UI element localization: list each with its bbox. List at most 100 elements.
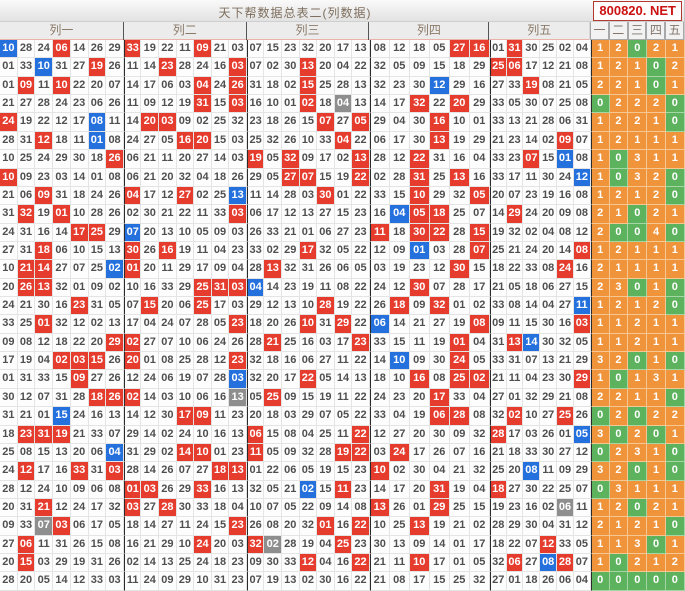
count-cell: 1	[647, 517, 666, 536]
number-cell: 28	[540, 113, 558, 132]
number-cell: 19	[53, 425, 71, 444]
number-cell: 26	[573, 407, 591, 426]
number-cell: 05	[194, 223, 212, 242]
number-cell: 03	[523, 425, 541, 444]
number-cell: 32	[246, 370, 265, 389]
count-header-5: 五	[665, 22, 684, 40]
number-cell: 06	[334, 260, 353, 279]
number-cell: 32	[489, 554, 507, 573]
count-cell: 1	[609, 333, 629, 353]
count-cell: 1	[590, 535, 610, 555]
number-cell: 21	[281, 223, 300, 242]
number-cell: 19	[489, 498, 507, 518]
number-cell: 26	[389, 498, 410, 518]
number-cell: 17	[123, 315, 142, 334]
number-cell: 09	[557, 205, 574, 224]
number-cell: 23	[352, 535, 370, 555]
number-cell: 10	[176, 535, 195, 555]
number-cell: 05	[506, 278, 524, 298]
number-cell: 24	[0, 223, 18, 242]
number-cell: 05	[264, 168, 282, 187]
number-cell: 04	[389, 407, 410, 426]
number-cell: 03	[229, 535, 247, 555]
number-cell: 06	[70, 517, 89, 536]
number-cell: 24	[141, 370, 160, 389]
number-cell: 12	[264, 297, 282, 316]
number-cell: 16	[557, 315, 574, 334]
number-cell: 15	[429, 572, 450, 591]
number-cell: 11	[369, 223, 390, 242]
number-cell: 21	[557, 352, 574, 371]
number-cell: 09	[449, 425, 470, 444]
number-cell: 31	[88, 462, 107, 481]
number-cell: 09	[0, 333, 18, 353]
number-cell: 25	[88, 260, 107, 279]
number-cell: 30	[159, 407, 177, 426]
number-cell: 16	[53, 297, 71, 316]
number-cell: 23	[35, 168, 54, 187]
number-cell: 21	[35, 498, 54, 518]
number-cell: 30	[35, 297, 54, 316]
count-cell: 2	[628, 113, 648, 132]
number-cell: 13	[506, 333, 524, 353]
number-cell: 29	[53, 150, 71, 169]
count-cell: 1	[628, 388, 648, 408]
number-cell: 10	[70, 241, 89, 261]
number-cell: 17	[409, 443, 430, 463]
number-cell: 02	[53, 352, 71, 371]
number-cell: 12	[540, 58, 558, 77]
title-bar: 天下帮数据总表二(列数据) 800820. NET	[0, 0, 684, 22]
number-cell: 21	[17, 407, 36, 426]
group-header-2: 列二	[124, 22, 247, 40]
count-cell: 2	[628, 95, 648, 114]
number-cell: 19	[141, 40, 160, 59]
number-cell: 07	[106, 425, 124, 444]
number-cell: 10	[53, 480, 71, 499]
number-cell: 02	[159, 425, 177, 444]
number-cell: 26	[106, 150, 124, 169]
number-cell: 17	[506, 168, 524, 187]
count-cell: 1	[590, 333, 610, 353]
count-header-4: 四	[646, 22, 666, 40]
number-cell: 26	[369, 297, 390, 316]
number-cell: 28	[0, 572, 18, 591]
number-cell: 28	[489, 425, 507, 444]
number-cell: 19	[246, 150, 265, 169]
number-cell: 14	[141, 425, 160, 444]
number-cell: 26	[229, 76, 247, 96]
count-cell: 2	[609, 58, 629, 77]
number-cell: 26	[106, 58, 124, 77]
site-badge[interactable]: 800820. NET	[593, 1, 682, 21]
number-cell: 24	[523, 241, 541, 261]
number-cell: 08	[557, 223, 574, 242]
number-cell: 05	[409, 205, 430, 224]
number-cell: 27	[159, 517, 177, 536]
data-row: 28 20 05 14 12 33 03 11 24 09 29 10 31 23 07 19 13 02 30 16…	[0, 572, 685, 591]
number-cell: 13	[264, 260, 282, 279]
number-cell: 07	[469, 205, 490, 224]
number-cell: 02	[281, 76, 300, 96]
number-cell: 20	[317, 58, 335, 77]
number-cell: 18	[211, 554, 230, 573]
number-cell: 31	[53, 186, 71, 206]
number-cell: 02	[123, 554, 142, 573]
number-cell: 18	[489, 260, 507, 279]
number-cell: 13	[53, 443, 71, 463]
number-cell: 28	[281, 535, 300, 555]
number-cell: 06	[540, 278, 558, 298]
number-cell: 07	[523, 352, 541, 371]
number-cell: 03	[429, 241, 450, 261]
number-cell: 33	[281, 554, 300, 573]
number-cell: 18	[211, 462, 230, 481]
number-cell: 20	[264, 370, 282, 389]
number-cell: 33	[317, 131, 335, 151]
number-cell: 19	[429, 333, 450, 353]
number-cell: 02	[469, 517, 490, 536]
number-cell: 30	[409, 113, 430, 132]
number-cell: 05	[352, 113, 370, 132]
number-cell: 10	[409, 554, 430, 573]
number-cell: 30	[523, 40, 541, 59]
count-cell: 1	[590, 150, 610, 169]
number-cell: 16	[429, 113, 450, 132]
number-cell: 16	[141, 278, 160, 298]
